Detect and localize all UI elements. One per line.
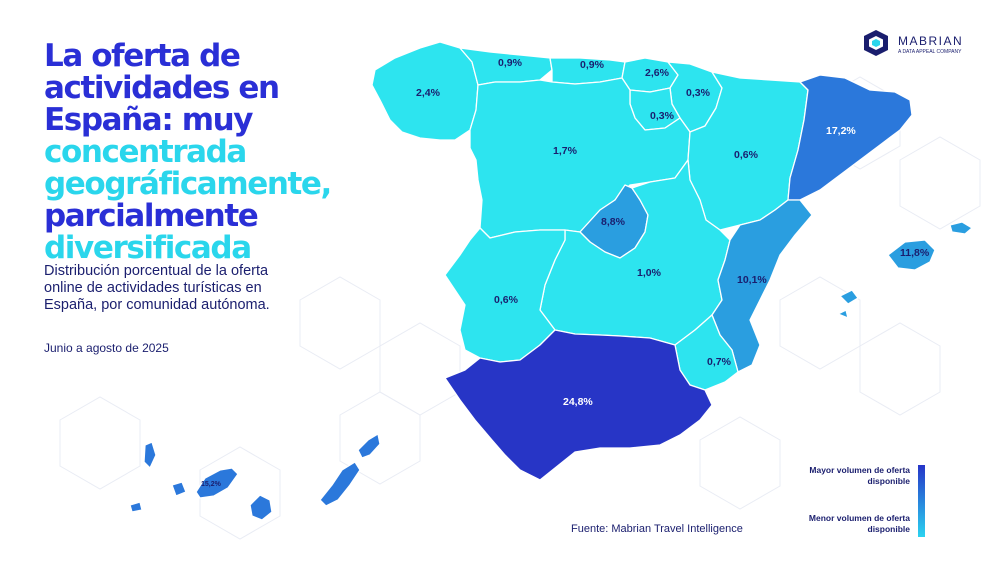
legend-low-label: Menor volumen de oferta disponible [808,513,910,534]
region-baleares-formentera [837,309,849,319]
label-baleares: 11,8% [900,247,930,259]
legend-gradient-bar [918,465,925,537]
region-canarias-la-gomera [171,481,187,497]
label-comunidad-valenciana: 10,1% [737,274,767,286]
region-baleares-ibiza [839,289,859,305]
label-cataluna: 17,2% [826,125,856,137]
region-canarias-fuerteventura [319,461,361,507]
mabrian-logo-icon [864,30,888,56]
region-baleares-menorca [949,221,973,235]
label-galicia: 2,4% [416,87,441,99]
label-asturias: 0,9% [498,57,523,69]
title-line-7: diversificada [44,230,252,266]
page-title: La oferta de actividades en España: muy … [44,40,344,264]
region-canarias-la-palma [143,441,157,469]
region-canarias-lanzarote [357,433,381,459]
label-castilla-y-leon: 1,7% [553,145,578,157]
title-line-5: geográficamente, [44,166,332,202]
label-aragon: 0,6% [734,149,759,161]
title-line-6: parcialmente [44,198,259,234]
label-la-rioja: 0,3% [650,110,675,122]
region-canarias-el-hierro [129,501,143,513]
brand-name: MABRIAN [898,34,964,48]
label-madrid: 8,8% [601,216,626,228]
title-line-1: La oferta de [44,38,241,74]
region-cataluna [787,74,913,201]
legend-high-label: Mayor volumen de oferta disponible [809,465,910,486]
period-label: Junio a agosto de 2025 [44,341,169,355]
subtitle: Distribución porcentual de la oferta onl… [44,263,270,313]
region-canarias-tenerife [195,467,239,499]
label-pais-vasco: 2,6% [645,67,670,79]
title-line-3: España: muy [44,102,253,138]
title-line-2: actividades en [44,70,280,106]
label-extremadura: 0,6% [494,294,519,306]
region-baleares-mallorca [887,239,936,271]
region-andalucia [444,329,713,481]
label-andalucia: 24,8% [563,396,593,408]
source-note: Fuente: Mabrian Travel Intelligence [571,523,743,535]
label-murcia: 0,7% [707,356,732,368]
brand-tagline: A DATA APPEAL COMPANY [898,49,962,55]
label-castilla-la-mancha: 1,0% [637,267,662,279]
label-navarra: 0,3% [686,87,711,99]
label-canarias: 15,2% [201,481,222,488]
title-line-4: concentrada [44,134,247,170]
label-cantabria: 0,9% [580,59,605,71]
region-canarias-gran-canaria [249,494,273,521]
